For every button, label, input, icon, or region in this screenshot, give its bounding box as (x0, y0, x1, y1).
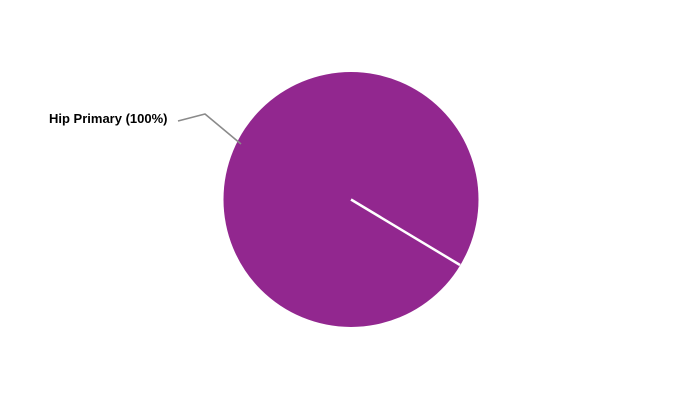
slice-boundary-line (350, 198, 461, 267)
label-leader-line (177, 113, 242, 145)
slice-label-hip-primary: Hip Primary (100%) (49, 111, 168, 126)
